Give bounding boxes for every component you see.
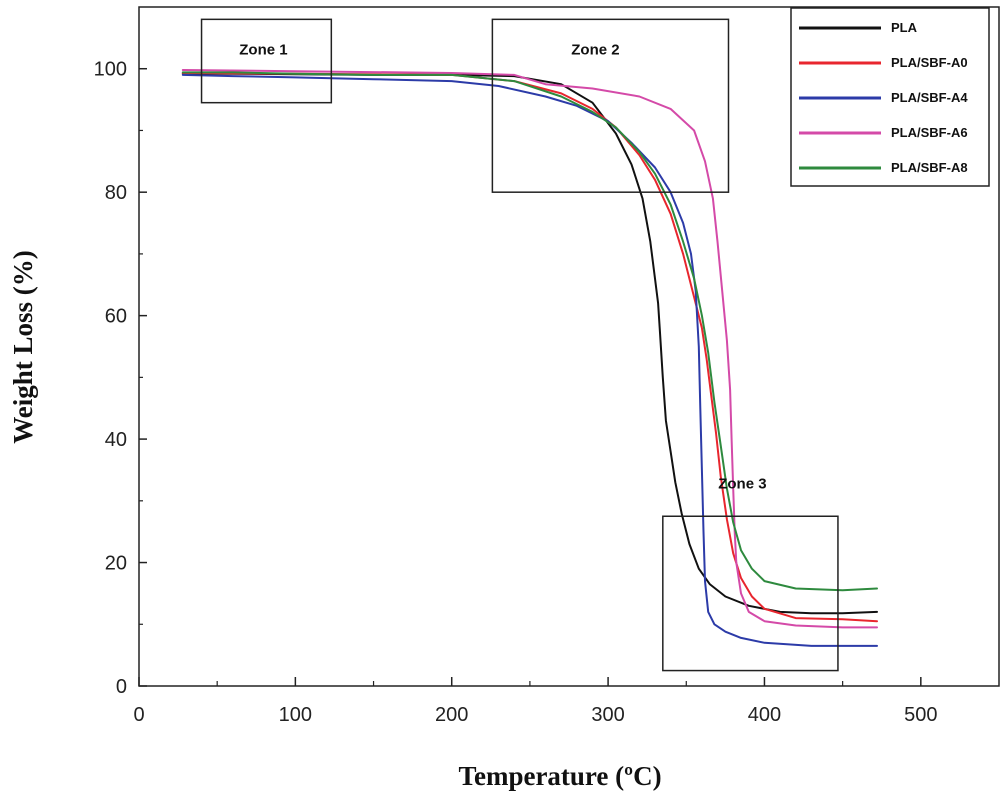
y-tick-label: 40	[105, 429, 127, 451]
y-tick-label: 60	[105, 306, 127, 328]
zone-1-box	[200, 18, 333, 104]
x-tick-label: 500	[904, 704, 937, 726]
plot-frame	[138, 6, 1000, 687]
zone-annotations: Zone 1 Zone 2 Zone 3	[200, 18, 839, 672]
x-tick-label: 200	[435, 704, 468, 726]
legend-box	[790, 7, 990, 187]
legend: PLA PLA/SBF-A0 PLA/SBF-A4 PLA/SBF-A6 PLA/SBF…	[790, 7, 990, 187]
x-tick-label: 0	[133, 704, 144, 726]
series-line-pla-sbf-a4	[181, 73, 878, 647]
zone-2-label: Zone 2	[571, 41, 619, 58]
y-tick-label: 80	[105, 182, 127, 204]
x-tick-label: 300	[591, 704, 624, 726]
legend-label: PLA/SBF-A6	[891, 125, 968, 140]
x-axis: 0 100 200 300 400 500	[133, 677, 938, 726]
y-tick-label: 100	[94, 59, 127, 81]
legend-label: PLA	[891, 20, 918, 35]
y-axis-title: Weight Loss (%)	[8, 250, 38, 444]
series-line-pla	[181, 72, 878, 615]
x-tick-label: 100	[279, 704, 312, 726]
y-tick-label: 0	[116, 676, 127, 698]
zone-2-box	[491, 18, 730, 193]
legend-label: PLA/SBF-A0	[891, 55, 968, 70]
series-line-pla-sbf-a8	[181, 71, 878, 592]
series-line-pla-sbf-a6	[181, 69, 878, 629]
legend-label: PLA/SBF-A8	[891, 160, 968, 175]
y-tick-label: 20	[105, 553, 127, 575]
y-axis: 0 20 40 60 80 100	[94, 59, 147, 698]
x-tick-label: 400	[748, 704, 781, 726]
legend-label: PLA/SBF-A4	[891, 90, 968, 105]
series-layer	[181, 69, 878, 647]
x-axis-title: Temperature (ºC)	[458, 761, 661, 791]
series-line-pla-sbf-a0	[181, 72, 878, 623]
zone-3-box	[662, 515, 839, 672]
zone-3-label: Zone 3	[718, 475, 766, 492]
zone-1-label: Zone 1	[239, 41, 287, 58]
